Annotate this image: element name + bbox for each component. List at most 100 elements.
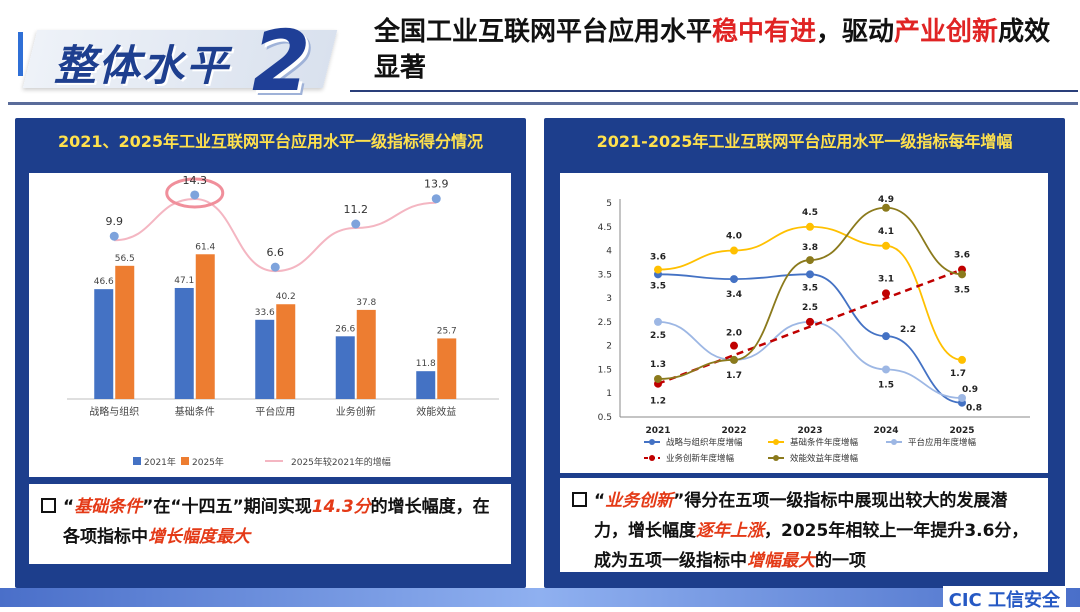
y-tick-label: 5	[606, 199, 612, 209]
series-point	[806, 222, 814, 231]
data-label: 3.5	[954, 285, 970, 295]
legend-label: 业务创新年度增幅	[666, 453, 735, 464]
series-point	[882, 365, 890, 374]
checkbox-bullet-icon	[41, 498, 56, 513]
data-label: 2.2	[900, 325, 916, 335]
bar	[94, 289, 114, 399]
bar	[356, 309, 376, 399]
series-line	[657, 320, 963, 399]
y-tick-label: 0.5	[598, 413, 612, 423]
data-label: 3.4	[726, 290, 742, 300]
growth-value-label: 11.2	[344, 203, 369, 216]
legend-label: 战略与组织年度增幅	[666, 437, 743, 448]
series-point	[958, 270, 966, 279]
bar	[195, 254, 215, 399]
headline-part: 产业创新	[894, 17, 999, 47]
data-label: 3.1	[878, 274, 894, 284]
growth-point-marker	[351, 219, 361, 229]
data-label: 3.5	[650, 281, 666, 291]
bar	[335, 336, 355, 399]
category-tick-label: 平台应用	[255, 405, 295, 418]
bar	[437, 338, 457, 399]
data-label: 3.6	[650, 253, 666, 263]
x-tick-label: 2021	[645, 426, 670, 436]
series-point	[882, 203, 890, 212]
y-tick-label: 1	[606, 389, 612, 399]
bar	[115, 265, 135, 399]
bar-value-label: 25.7	[437, 326, 457, 336]
series-point	[654, 374, 662, 383]
data-label: 4.0	[726, 232, 742, 242]
growth-line	[114, 197, 437, 273]
legend-point-swatch	[773, 439, 779, 445]
legend-label: 基础条件年度增幅	[790, 437, 859, 448]
series-point	[654, 317, 662, 326]
bar-value-label: 47.1	[174, 276, 194, 286]
y-tick-label: 2.5	[598, 318, 612, 328]
right-note: “业务创新”得分在五项一级指标中展现出较大的发展潜力，增长幅度逐年上涨，2025…	[560, 478, 1048, 572]
series-point	[958, 355, 966, 364]
series-point	[730, 355, 738, 364]
note-part: “	[63, 497, 75, 517]
series-point	[882, 289, 890, 298]
note-part: ”在“十四五”期间实现	[142, 497, 312, 517]
section-number: 2	[252, 12, 311, 110]
line-chart-container: 5 4.5 4 3.5 3 2.5 2 1.5 1 0.5 2021 2022 2023 2024 2025…	[560, 173, 1048, 473]
data-label: 3.8	[802, 243, 818, 253]
header-underline	[8, 102, 1078, 105]
series-point	[730, 275, 738, 284]
bar	[174, 287, 194, 399]
legend-label: 效能效益年度增幅	[790, 453, 859, 464]
growth-value-label: 9.9	[106, 215, 124, 228]
accent-bar	[18, 32, 23, 76]
note-part: ”得分在五项一级指标中展现出较大的发展潜力，增长幅度	[594, 491, 1008, 541]
note-part: 增长幅度最大	[148, 527, 250, 547]
bar	[255, 319, 275, 399]
legend-label-2021: 2021年	[144, 456, 176, 468]
headline-part: ，驱动	[816, 17, 895, 47]
left-note: “基础条件”在“十四五”期间实现14.3分的增长幅度，在各项指标中增长幅度最大	[29, 484, 511, 564]
bar-value-label: 61.4	[195, 242, 215, 252]
x-tick-label: 2025	[949, 426, 974, 436]
note-part: 的一项	[815, 551, 866, 571]
brand-logo: CIC 工信安全	[942, 586, 1066, 612]
note-part: 基础条件	[74, 497, 143, 517]
checkbox-bullet-icon	[572, 492, 587, 507]
legend-label-2025: 2025年	[192, 456, 224, 468]
bar-value-label: 33.6	[255, 308, 275, 318]
series-point	[730, 246, 738, 255]
data-label: 1.2	[650, 397, 666, 407]
note-part: 的增长幅度，在各项指标中	[63, 497, 490, 547]
x-tick-label: 2023	[797, 426, 822, 436]
data-label: 1.5	[878, 380, 894, 390]
data-label: 3.6	[954, 251, 970, 261]
bar	[276, 304, 296, 399]
legend-swatch-2025	[181, 457, 189, 465]
series-point	[654, 265, 662, 274]
header-divider	[350, 90, 1078, 92]
page-headline: 全国工业互联网平台应用水平稳中有进，驱动产业创新成效显著	[374, 14, 1054, 86]
data-label: 4.5	[802, 208, 818, 218]
bar-value-label: 56.5	[115, 254, 135, 264]
series-point	[882, 241, 890, 250]
data-label: 2.0	[726, 329, 742, 339]
headline-part: 稳中有进	[712, 17, 817, 47]
legend-point-swatch	[649, 439, 655, 445]
note-part: “	[594, 491, 606, 511]
category-tick-label: 战略与组织	[89, 405, 139, 418]
legend-point-swatch	[649, 455, 655, 461]
right-panel-title: 2021-2025年工业互联网平台应用水平一级指标每年增幅	[596, 132, 1013, 151]
series-line	[657, 206, 963, 380]
legend-point-swatch	[773, 455, 779, 461]
left-panel: 2021、2025年工业互联网平台应用水平一级指标得分情况 46.6 56.5 战略…	[15, 118, 526, 588]
growth-point-marker	[190, 190, 200, 200]
footer-band	[0, 588, 1080, 607]
category-tick-label: 基础条件	[175, 405, 215, 418]
category-tick-label: 效能效益	[416, 405, 456, 418]
data-label: 1.7	[950, 369, 966, 379]
growth-point-marker	[270, 262, 280, 272]
data-label: 1.7	[726, 371, 742, 381]
bar-chart-container: 46.6 56.5 战略与组织 47.1 61.4 基础条件 33.6 40.2 平台应用 26.…	[29, 173, 511, 477]
headline-part: 成效显著	[374, 17, 1051, 83]
series-point	[882, 332, 890, 341]
